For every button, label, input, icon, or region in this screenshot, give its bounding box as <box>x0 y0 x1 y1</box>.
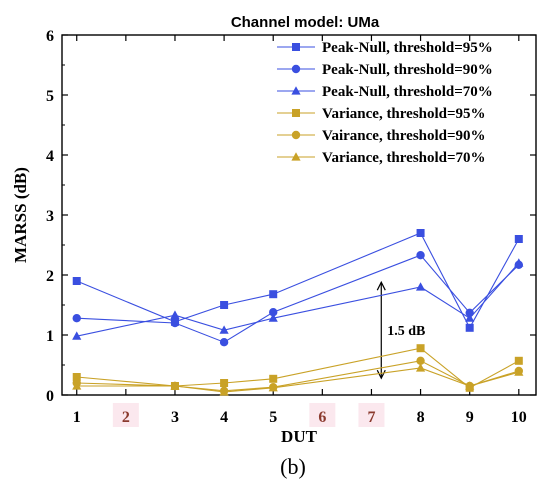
data-point <box>268 313 278 322</box>
legend-label: Vairance, threshold=90% <box>322 128 486 144</box>
data-point <box>220 301 229 309</box>
x-tick-label: 9 <box>466 409 474 426</box>
data-point <box>269 374 278 383</box>
series-2 <box>72 251 524 347</box>
x-axis-label: DUT <box>281 427 318 446</box>
y-tick-label: 3 <box>46 208 54 225</box>
data-point <box>514 258 524 267</box>
chart-title: Channel model: UMa <box>231 14 380 31</box>
y-tick-label: 1 <box>46 328 54 345</box>
series-line <box>76 254 520 343</box>
data-point <box>415 363 426 372</box>
data-point <box>269 290 278 299</box>
data-point <box>72 331 82 340</box>
data-point <box>465 313 475 322</box>
x-tick-label: 2 <box>122 409 130 426</box>
data-point <box>219 387 229 396</box>
data-point <box>72 314 81 323</box>
tick-highlight <box>358 403 385 427</box>
series-3 <box>72 258 524 340</box>
annotation-label: 1.5 dB <box>387 324 425 339</box>
x-tick-label: 7 <box>367 409 375 426</box>
series-line <box>76 262 520 337</box>
data-point <box>416 344 425 353</box>
legend-entry: Peak-Null, threshold=90% <box>277 62 493 78</box>
data-point <box>170 318 180 328</box>
data-point <box>72 373 81 381</box>
legend-label: Variance, threshold=70% <box>322 150 486 166</box>
legend: Peak-Null, threshold=95% Peak-Null, thres… <box>277 40 493 166</box>
series-line <box>76 232 520 329</box>
data-point <box>514 367 524 376</box>
y-tick-label: 0 <box>46 388 54 405</box>
legend-label: Peak-Null, threshold=90% <box>322 62 493 78</box>
data-point <box>220 379 229 387</box>
x-tick-label: 10 <box>511 409 527 426</box>
data-point <box>514 356 523 365</box>
data-point <box>72 381 82 390</box>
x-axis: 1 2 3 4 5 6 7 8 9 10 <box>73 35 527 427</box>
data-point <box>416 356 425 365</box>
legend-marker <box>291 130 301 140</box>
data-point <box>416 229 425 237</box>
tick-highlight <box>112 403 139 427</box>
data-point <box>465 308 474 317</box>
data-point <box>72 277 81 285</box>
legend-marker <box>291 86 301 95</box>
series-line <box>76 347 520 389</box>
y-tick-label: 5 <box>46 88 54 105</box>
x-tick-label: 5 <box>269 409 277 426</box>
tick-highlight <box>309 403 336 427</box>
legend-marker <box>291 152 301 161</box>
series-6 <box>72 363 524 396</box>
series-line <box>76 367 519 393</box>
legend-entry: Vairance, threshold=90% <box>277 128 486 144</box>
legend-label: Peak-Null, threshold=95% <box>322 40 493 56</box>
x-tick-label: 1 <box>73 409 81 426</box>
data-point <box>170 310 180 319</box>
legend-label: Peak-Null, threshold=70% <box>322 84 493 100</box>
legend-marker <box>291 64 301 74</box>
legend-entry: Peak-Null, threshold=70% <box>277 84 493 100</box>
x-tick-label: 3 <box>171 409 179 426</box>
series-layer <box>72 229 524 396</box>
y-tick-label: 2 <box>46 268 54 285</box>
y-axis-label: MARSS (dB) <box>11 167 30 263</box>
data-point <box>465 323 474 332</box>
legend-marker <box>292 109 300 117</box>
y-tick-label: 6 <box>46 28 54 45</box>
arrowhead-up <box>376 280 386 291</box>
data-point <box>170 381 180 390</box>
legend-entry: Peak-Null, threshold=95% <box>277 40 493 56</box>
x-tick-label: 6 <box>318 409 326 426</box>
data-point <box>269 308 278 317</box>
y-tick-label: 4 <box>46 148 54 165</box>
data-point <box>416 251 425 260</box>
y-axis: 0 1 2 3 4 5 6 <box>46 28 536 405</box>
legend-label: Variance, threshold=95% <box>322 106 486 122</box>
panel-label: (b) <box>280 454 306 479</box>
data-point <box>415 282 426 291</box>
x-tick-label: 4 <box>220 409 228 426</box>
x-tick-label: 8 <box>417 409 425 426</box>
data-point <box>219 325 229 334</box>
data-point <box>465 381 475 390</box>
legend-marker <box>292 43 300 51</box>
data-point <box>219 338 229 347</box>
data-point <box>514 235 523 243</box>
series-1 <box>72 229 523 332</box>
data-point <box>268 383 278 392</box>
legend-entry: Variance, threshold=95% <box>277 106 486 122</box>
legend-entry: Variance, threshold=70% <box>277 150 486 166</box>
